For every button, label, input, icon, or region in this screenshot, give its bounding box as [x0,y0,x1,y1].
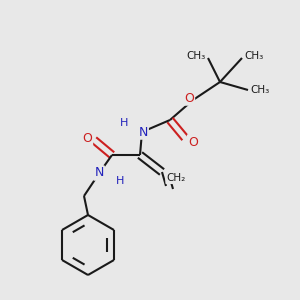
Text: CH₃: CH₃ [250,85,270,95]
Text: CH₃: CH₃ [186,51,206,61]
Text: CH₃: CH₃ [244,51,264,61]
Text: N: N [138,125,148,139]
Text: N: N [94,167,104,179]
Text: H: H [120,118,128,128]
Text: CH₂: CH₂ [167,173,186,183]
Text: O: O [82,133,92,146]
Text: O: O [184,92,194,104]
Text: O: O [188,136,198,148]
Text: H: H [116,176,124,186]
